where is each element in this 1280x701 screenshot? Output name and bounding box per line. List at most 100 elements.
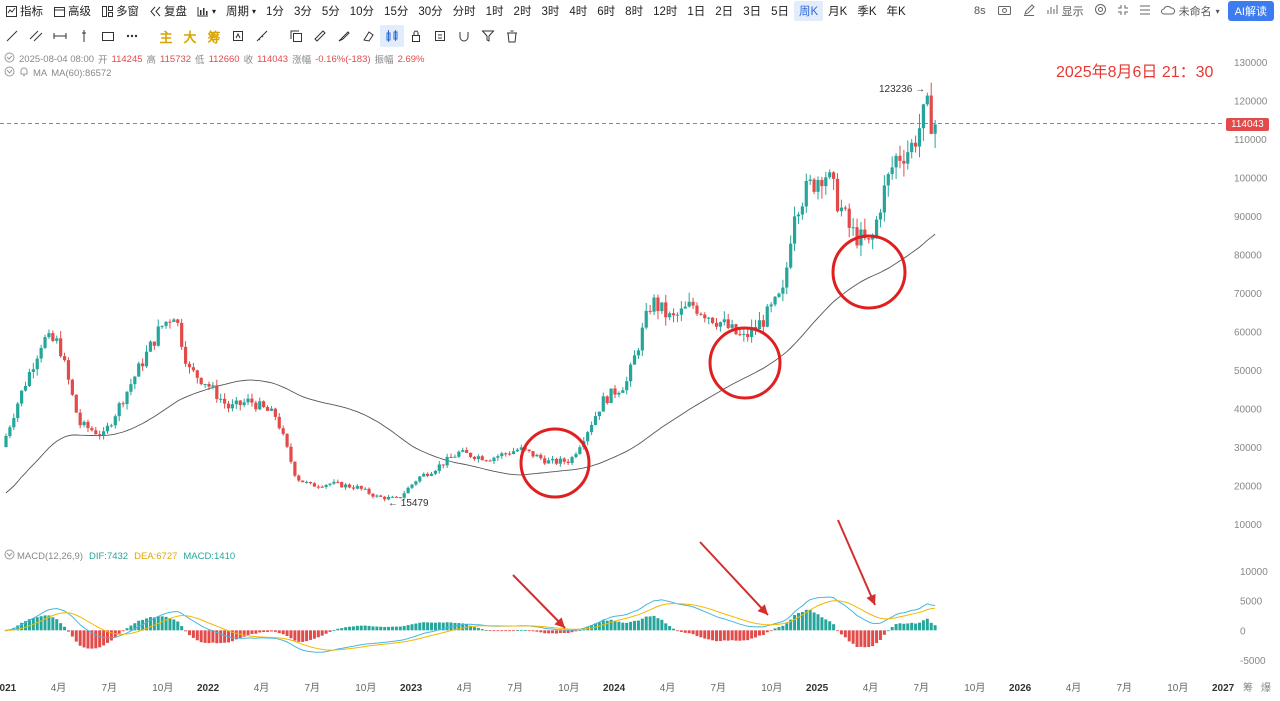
period-20[interactable]: 季K [857, 6, 877, 18]
delete-tool[interactable] [500, 25, 524, 47]
macd-histogram-bar [672, 628, 676, 631]
candle-body [757, 320, 762, 330]
candle-body [593, 416, 598, 425]
time-tick-label: 7月 [305, 682, 321, 694]
magnet-tool[interactable] [452, 25, 476, 47]
period-19[interactable]: 月K [828, 6, 848, 18]
refresh-interval[interactable]: 8s [973, 5, 986, 17]
indicator-button[interactable]: 指标 [0, 1, 48, 21]
more-tools[interactable] [120, 25, 144, 47]
menu-icon[interactable] [1139, 4, 1151, 19]
ai-interpret-button[interactable]: AI解读 [1227, 1, 1274, 21]
trend-line-tool[interactable] [0, 25, 24, 47]
macd-histogram-bar [281, 630, 285, 635]
period-14[interactable]: 1日 [687, 6, 706, 18]
candle-body [141, 363, 145, 367]
candle-body [472, 456, 477, 460]
period-16[interactable]: 3日 [743, 6, 762, 18]
large-order-tool[interactable]: 大 [183, 29, 197, 45]
brush-tool[interactable] [332, 25, 356, 47]
advanced-button[interactable]: 高级 [48, 1, 96, 21]
candle-body [621, 390, 625, 393]
display-button[interactable]: 显示 [1061, 6, 1084, 18]
period-9[interactable]: 3时 [541, 6, 560, 18]
chevron-down-icon[interactable]: ▾ [1215, 6, 1220, 16]
edit-icon[interactable] [1023, 3, 1035, 19]
period-5[interactable]: 30分 [418, 6, 443, 18]
eraser-tool[interactable] [356, 25, 380, 47]
replay-button[interactable]: 复盘 [144, 1, 192, 21]
macd-histogram-bar [660, 619, 664, 631]
period-7[interactable]: 1时 [485, 6, 504, 18]
period-2[interactable]: 5分 [321, 6, 340, 18]
measure-tool[interactable] [250, 25, 274, 47]
candle-body [324, 484, 328, 487]
horizontal-segment-tool[interactable] [48, 25, 72, 47]
note-tool[interactable] [428, 25, 452, 47]
macd-histogram-bar [367, 625, 371, 631]
candle-body [824, 177, 828, 187]
collapse-toggle-icon[interactable] [4, 549, 15, 563]
period-0[interactable]: 1分 [266, 6, 284, 18]
period-8[interactable]: 2时 [513, 6, 532, 18]
macd-histogram-bar [566, 630, 570, 633]
candle-body [203, 384, 207, 386]
filter-tool[interactable] [476, 25, 500, 47]
copy-tool[interactable] [284, 25, 308, 47]
candle-body [47, 333, 51, 338]
chip-tool[interactable]: 筹 [207, 29, 221, 45]
period-10[interactable]: 4时 [569, 6, 588, 18]
candle-body [55, 338, 59, 341]
vertical-line-tool[interactable] [72, 25, 96, 47]
camera-icon[interactable] [997, 4, 1011, 18]
price-axis: 130000 120000 110000 100000 90000 80000 70000 6… [1234, 58, 1268, 531]
macd-histogram-bar [47, 615, 51, 631]
eye-icon[interactable] [4, 52, 15, 66]
period-12[interactable]: 8时 [625, 6, 644, 18]
macd-histogram-bar [902, 623, 906, 631]
main-force-tool[interactable]: 主 [159, 29, 173, 45]
candle-body [851, 227, 855, 229]
parallel-line-tool[interactable] [24, 25, 48, 47]
multi-window-button[interactable]: 多窗 [96, 1, 144, 21]
period-3[interactable]: 10分 [349, 6, 375, 18]
chart-type-dropdown[interactable]: ▾ [192, 1, 221, 21]
candle-body [648, 310, 652, 312]
macd-histogram-bar [808, 609, 812, 631]
candles-tool[interactable] [380, 25, 404, 47]
period-18[interactable]: 周K [794, 1, 824, 21]
refresh-tool[interactable] [226, 25, 250, 47]
ruler-tool[interactable] [308, 25, 332, 47]
macd-histogram-bar [133, 623, 137, 631]
period-6[interactable]: 分时 [452, 6, 476, 18]
candle-body [785, 267, 789, 288]
lock-tool[interactable] [404, 25, 428, 47]
grid-icon [101, 5, 113, 17]
macd-histogram-bar [746, 630, 750, 641]
candle-body [714, 322, 719, 327]
macd-histogram-bar [523, 630, 527, 631]
candle-body [832, 172, 836, 179]
period-11[interactable]: 6时 [597, 6, 616, 18]
rectangle-tool[interactable] [96, 25, 120, 47]
settings-icon[interactable] [1094, 3, 1107, 19]
collapse-toggle-icon[interactable] [4, 66, 15, 80]
period-1[interactable]: 3分 [293, 6, 312, 18]
period-13[interactable]: 12时 [653, 6, 678, 18]
period-17[interactable]: 5日 [771, 6, 789, 18]
candle-body [519, 447, 523, 450]
time-tick-label: 2021 [0, 683, 17, 694]
candle-body [820, 179, 824, 187]
collapse-icon[interactable] [1117, 4, 1129, 19]
candle-body [539, 454, 543, 459]
period-dropdown[interactable]: 周期 ▾ [226, 6, 257, 18]
macd-histogram-bar [344, 627, 348, 631]
period-15[interactable]: 2日 [715, 6, 734, 18]
candle-body [137, 363, 141, 377]
layout-name[interactable]: 未命名 [1178, 6, 1212, 18]
candle-body [547, 460, 551, 464]
period-4[interactable]: 15分 [384, 6, 409, 18]
period-21[interactable]: 年K [886, 6, 906, 18]
bell-icon[interactable] [19, 66, 29, 80]
